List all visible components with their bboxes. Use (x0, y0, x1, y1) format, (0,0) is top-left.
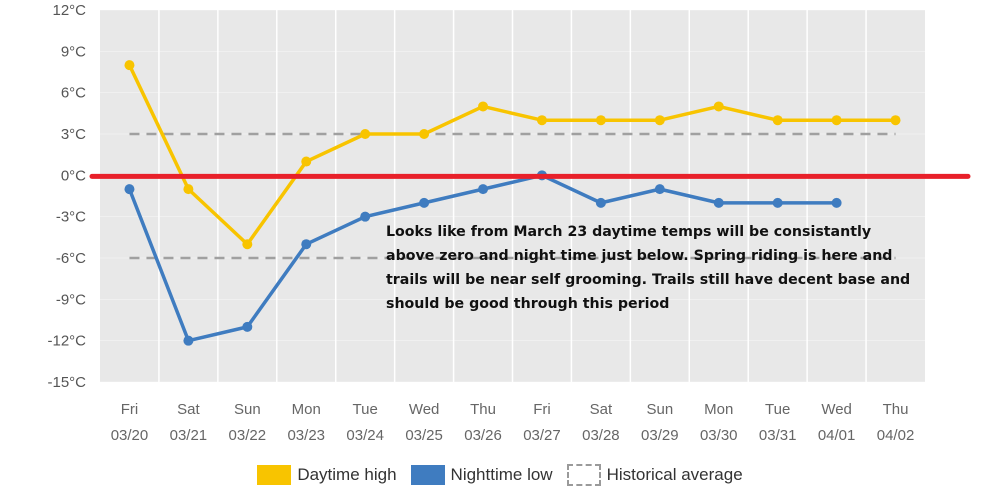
x-tick-label-day: Thu (883, 401, 909, 418)
data-point-nighttime-low (772, 197, 783, 208)
data-point-nighttime-low (419, 197, 430, 208)
legend-label-nighttime-low: Nighttime low (450, 465, 553, 484)
x-tick-label-day: Mon (704, 401, 733, 418)
legend-item-nighttime-low[interactable]: Nighttime low (410, 465, 553, 485)
data-point-daytime-high (301, 156, 312, 167)
x-tick-label-day: Mon (292, 401, 321, 418)
x-tick-label-date: 04/02 (877, 427, 915, 444)
data-point-daytime-high (713, 101, 724, 112)
y-tick-label: 9°C (61, 43, 86, 60)
data-point-nighttime-low (654, 184, 665, 195)
x-tick-label-day: Tue (765, 401, 790, 418)
x-tick-label-date: 04/01 (818, 427, 856, 444)
x-tick-label-date: 03/26 (464, 427, 502, 444)
data-point-daytime-high (478, 101, 489, 112)
data-point-daytime-high (890, 115, 901, 126)
legend-item-historical-average[interactable]: Historical average (566, 464, 743, 486)
legend-label-historical-average: Historical average (606, 465, 743, 484)
data-point-daytime-high (654, 115, 665, 126)
data-point-daytime-high (536, 115, 547, 126)
legend-item-daytime-high[interactable]: Daytime high (257, 465, 397, 485)
series-line-daytime-high (127, 64, 896, 246)
data-point-nighttime-low (183, 335, 194, 346)
data-point-nighttime-low (713, 197, 724, 208)
x-tick-label-day: Sun (646, 401, 673, 418)
data-point-nighttime-low (831, 197, 842, 208)
x-tick-label-day: Sat (177, 401, 200, 418)
data-point-nighttime-low (478, 184, 489, 195)
x-tick-label-day: Thu (470, 401, 496, 418)
data-point-daytime-high (360, 129, 371, 139)
x-tick-label-day: Sat (590, 401, 613, 418)
y-tick-label: -12°C (47, 333, 86, 350)
x-tick-label-day: Wed (409, 401, 440, 418)
chart-annotation: Looks like from March 23 daytime temps w… (386, 224, 911, 312)
x-tick-label-date: 03/29 (641, 427, 679, 444)
x-tick-label-date: 03/21 (170, 427, 208, 444)
y-tick-label: 0°C (61, 167, 86, 184)
data-point-nighttime-low (301, 239, 312, 250)
x-tick-label-date: 03/25 (405, 427, 443, 444)
y-tick-label: -3°C (56, 209, 86, 226)
data-point-daytime-high (419, 129, 430, 139)
x-tick-label-date: 03/24 (346, 427, 384, 444)
legend-swatch-nighttime-low (410, 465, 445, 485)
x-tick-label-day: Tue (353, 401, 378, 418)
x-tick-label-day: Fri (533, 401, 551, 418)
x-tick-label-date: 03/22 (229, 427, 267, 444)
data-point-daytime-high (183, 184, 194, 195)
y-tick-label: 3°C (61, 126, 86, 143)
y-tick-label: 12°C (52, 2, 86, 19)
x-tick-label-day: Wed (821, 401, 852, 418)
chart-legend: Daytime high Nighttime low Historical av… (0, 462, 1000, 488)
y-tick-label: 6°C (61, 85, 86, 102)
x-tick-label-day: Fri (121, 401, 139, 418)
legend-swatch-daytime-high (257, 465, 292, 485)
data-point-daytime-high (124, 60, 135, 71)
data-point-nighttime-low (124, 184, 135, 195)
data-point-daytime-high (831, 115, 842, 126)
x-tick-label-date: 03/28 (582, 427, 620, 444)
data-point-daytime-high (242, 239, 253, 250)
data-point-daytime-high (595, 115, 606, 126)
legend-label-daytime-high: Daytime high (297, 465, 397, 484)
x-tick-label-date: 03/27 (523, 427, 561, 444)
y-tick-label: -6°C (56, 250, 86, 267)
temperature-chart: 12°C 9°C 6°C 3°C 0°C -3°C -6°C -9°C -12°C -15°C Fr… (47, 2, 971, 444)
data-point-daytime-high (772, 115, 783, 126)
x-tick-label-date: 03/31 (759, 427, 797, 444)
data-point-nighttime-low (595, 197, 606, 208)
y-tick-label: -9°C (56, 291, 86, 308)
x-tick-label-date: 03/20 (111, 427, 149, 444)
x-tick-label-date: 03/23 (287, 427, 325, 444)
data-point-nighttime-low (242, 321, 253, 332)
legend-swatch-historical-average (566, 464, 601, 486)
x-tick-label-day: Sun (234, 401, 261, 418)
x-tick-label-date: 03/30 (700, 427, 738, 444)
data-point-nighttime-low (360, 211, 371, 222)
y-tick-label: -15°C (47, 374, 86, 391)
